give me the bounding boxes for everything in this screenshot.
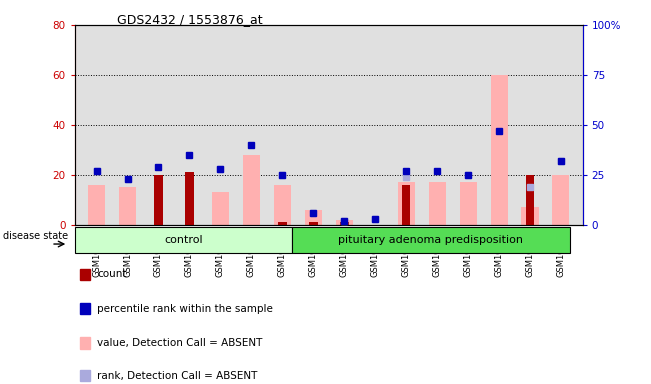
Text: rank, Detection Call = ABSENT: rank, Detection Call = ABSENT — [97, 371, 258, 381]
Text: pituitary adenoma predisposition: pituitary adenoma predisposition — [339, 235, 523, 245]
Text: GDS2432 / 1553876_at: GDS2432 / 1553876_at — [117, 13, 263, 26]
Bar — [292, 227, 570, 253]
Text: disease state: disease state — [3, 231, 68, 241]
Bar — [491, 75, 508, 225]
Bar — [460, 182, 477, 225]
Bar — [398, 182, 415, 225]
Text: value, Detection Call = ABSENT: value, Detection Call = ABSENT — [97, 338, 262, 348]
Bar — [154, 175, 163, 225]
Bar — [119, 187, 136, 225]
Bar — [274, 185, 291, 225]
Bar — [402, 185, 411, 225]
Bar — [525, 175, 534, 225]
Text: count: count — [97, 270, 127, 280]
Bar — [185, 172, 194, 225]
Bar — [278, 222, 286, 225]
Bar — [80, 269, 90, 280]
Bar — [80, 303, 90, 314]
Bar — [243, 155, 260, 225]
Bar — [553, 175, 570, 225]
Bar — [75, 227, 292, 253]
Bar — [80, 337, 90, 349]
Text: control: control — [164, 235, 202, 245]
Bar — [309, 222, 318, 225]
Bar — [305, 210, 322, 225]
Text: percentile rank within the sample: percentile rank within the sample — [97, 304, 273, 314]
Bar — [212, 192, 229, 225]
Bar — [88, 185, 105, 225]
Bar — [521, 207, 538, 225]
Bar — [340, 222, 348, 225]
Bar — [336, 220, 353, 225]
Bar — [428, 182, 446, 225]
Bar — [80, 370, 90, 381]
